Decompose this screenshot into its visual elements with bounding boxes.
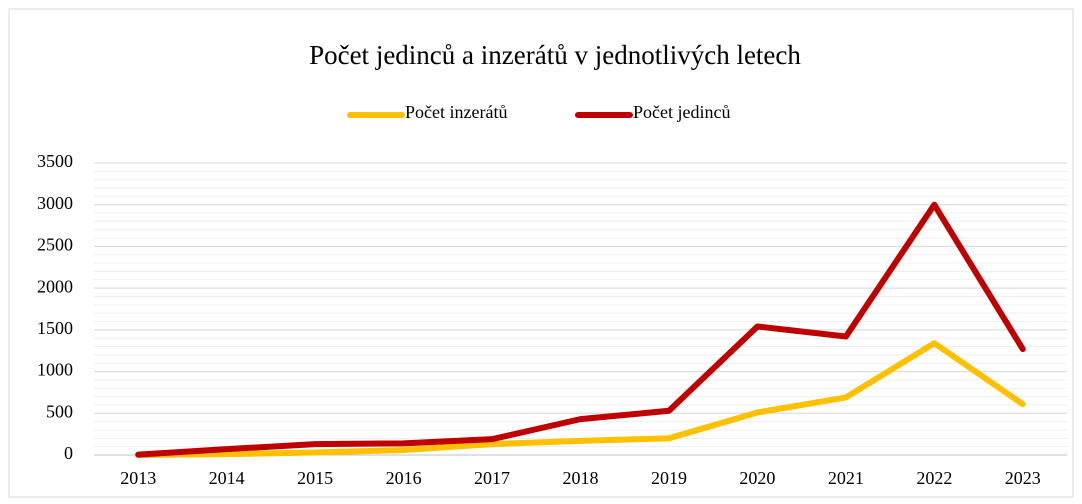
chart-border [8, 8, 1074, 498]
x-tick-label: 2016 [386, 468, 422, 488]
legend-label: Počet inzerátů [405, 102, 507, 122]
y-tick-label: 500 [46, 401, 73, 421]
x-tick-label: 2022 [916, 468, 952, 488]
x-tick-label: 2023 [1005, 468, 1041, 488]
chart-title: Počet jedinců a inzerátů v jednotlivých … [309, 40, 801, 70]
y-tick-label: 1500 [37, 318, 73, 338]
x-tick-label: 2021 [828, 468, 864, 488]
x-tick-label: 2013 [120, 468, 156, 488]
x-tick-label: 2014 [209, 468, 245, 488]
y-tick-label: 3500 [37, 151, 73, 171]
x-tick-label: 2019 [651, 468, 687, 488]
line-series [135, 201, 1026, 458]
x-tick-label: 2020 [739, 468, 775, 488]
y-tick-label: 2500 [37, 235, 73, 255]
x-tick-label: 2017 [474, 468, 510, 488]
x-tick-label: 2018 [563, 468, 599, 488]
legend-label: Počet jedinců [633, 102, 730, 122]
y-tick-label: 1000 [37, 360, 73, 380]
y-tick-label: 0 [64, 443, 73, 463]
y-tick-label: 3000 [37, 193, 73, 213]
line-series [135, 340, 1026, 458]
y-tick-label: 2000 [37, 276, 73, 296]
x-tick-label: 2015 [297, 468, 333, 488]
